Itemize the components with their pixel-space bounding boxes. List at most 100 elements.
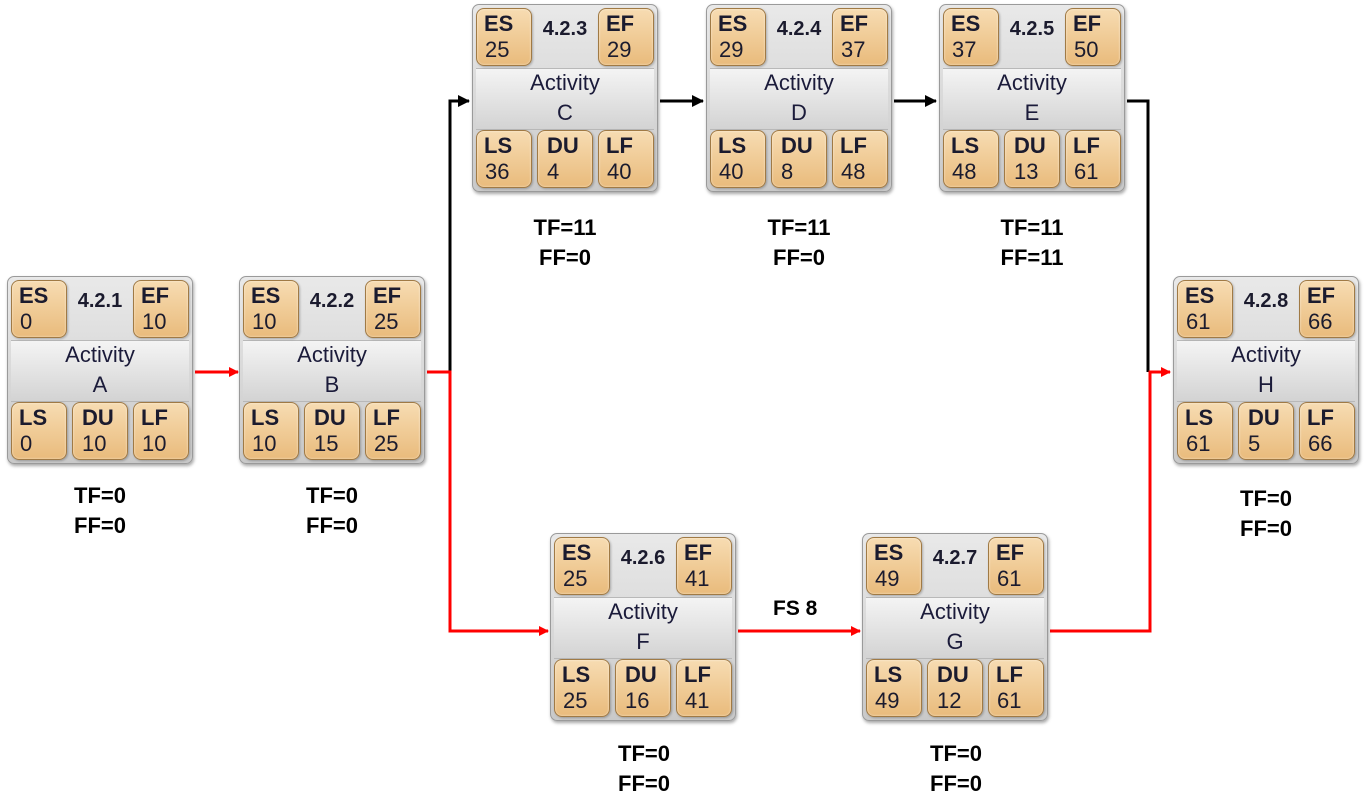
lf-value: 41: [685, 688, 710, 713]
du-label: DU: [1248, 405, 1280, 430]
lf-value: 66: [1308, 431, 1333, 456]
activity-name: Activity H: [1173, 340, 1359, 400]
lf-label: LF: [840, 133, 867, 158]
es-value: 61: [1186, 309, 1211, 334]
activity-id: 4.2.8: [1243, 290, 1289, 312]
ef-label: EF: [684, 540, 713, 565]
activity-name-line2: H: [1258, 372, 1274, 397]
du-value: 5: [1248, 431, 1261, 456]
ef-label: EF: [373, 283, 402, 308]
activity-id: 4.2.3: [542, 18, 588, 40]
activity-name-line2: G: [946, 629, 964, 654]
float-info-e: TF=11 FF=11: [972, 213, 1092, 273]
du-value: 16: [625, 688, 650, 713]
lf-label: LF: [1073, 133, 1100, 158]
ls-label: LS: [874, 662, 903, 687]
node-name-band: [243, 340, 421, 402]
du-value: 15: [314, 431, 339, 456]
activity-name-line1: Activity: [65, 342, 135, 367]
du-value: 10: [82, 431, 107, 456]
float-info-a: TF=0 FF=0: [40, 481, 160, 541]
node-name-band: [866, 597, 1044, 659]
es-value: 29: [719, 37, 744, 62]
es-value: 0: [20, 309, 33, 334]
activity-name-line2: E: [1024, 100, 1040, 125]
float-info-f: TF=0 FF=0: [584, 739, 704, 799]
es-label: ES: [951, 11, 981, 36]
activity-node-a: ES 0 4.2.1 EF 10 Activity A LS 0 DU 10 LF 10: [7, 276, 193, 464]
ef-cell: EF 29: [598, 8, 654, 66]
ls-cell: LS 10: [243, 402, 299, 460]
es-label: ES: [1185, 283, 1215, 308]
du-cell: DU 13: [1004, 130, 1060, 188]
dependency-b-c: [427, 95, 470, 374]
es-cell: ES 61: [1177, 280, 1233, 338]
ls-label: LS: [19, 405, 48, 430]
node-name-band: [554, 597, 732, 659]
total-float: TF=11: [1000, 215, 1064, 240]
es-value: 10: [252, 309, 277, 334]
es-label: ES: [874, 540, 904, 565]
du-cell: DU 10: [72, 402, 128, 460]
ls-cell: LS 25: [554, 659, 610, 717]
ef-cell: EF 41: [676, 537, 732, 595]
activity-name: Activity F: [550, 597, 736, 657]
es-cell: ES 49: [866, 537, 922, 595]
lf-label: LF: [141, 405, 168, 430]
du-label: DU: [937, 662, 969, 687]
lf-label: LF: [373, 405, 400, 430]
total-float: TF=11: [533, 215, 597, 240]
es-value: 25: [485, 37, 510, 62]
node-name-band: [11, 340, 189, 402]
ef-label: EF: [606, 11, 635, 36]
ef-value: 10: [142, 309, 167, 334]
ls-label: LS: [718, 133, 747, 158]
lf-label: LF: [996, 662, 1023, 687]
total-float: TF=11: [767, 215, 831, 240]
ls-cell: LS 0: [11, 402, 67, 460]
lf-value: 25: [374, 431, 399, 456]
lf-cell: LF 61: [988, 659, 1044, 717]
lf-value: 48: [841, 159, 866, 184]
ef-label: EF: [141, 283, 170, 308]
ef-cell: EF 25: [365, 280, 421, 338]
lf-label: LF: [684, 662, 711, 687]
activity-node-d: ES 29 4.2.4 EF 37 Activity D LS 40 DU 8 LF 48: [706, 4, 892, 192]
activity-name: Activity B: [239, 340, 425, 400]
es-value: 37: [952, 37, 977, 62]
es-value: 25: [563, 566, 588, 591]
activity-name-line2: C: [557, 100, 573, 125]
ef-value: 29: [607, 37, 632, 62]
activity-id: 4.2.6: [620, 547, 666, 569]
lf-value: 40: [607, 159, 632, 184]
free-float: FF=0: [618, 771, 670, 796]
lf-cell: LF 10: [133, 402, 189, 460]
free-float: FF=0: [74, 513, 126, 538]
es-cell: ES 25: [476, 8, 532, 66]
ls-cell: LS 61: [1177, 402, 1233, 460]
node-name-band: [710, 68, 888, 130]
ef-value: 66: [1308, 309, 1333, 334]
activity-id: 4.2.2: [309, 290, 355, 312]
float-info-c: TF=11 FF=0: [505, 213, 625, 273]
lf-value: 61: [1074, 159, 1099, 184]
lf-value: 61: [997, 688, 1022, 713]
free-float: FF=0: [773, 245, 825, 270]
es-cell: ES 0: [11, 280, 67, 338]
lf-cell: LF 66: [1299, 402, 1355, 460]
du-value: 13: [1014, 159, 1039, 184]
activity-id: 4.2.4: [776, 18, 822, 40]
lf-value: 10: [142, 431, 167, 456]
activity-node-c: ES 25 4.2.3 EF 29 Activity C LS 36 DU 4 LF 40: [472, 4, 658, 192]
ef-label: EF: [1307, 283, 1336, 308]
du-label: DU: [82, 405, 114, 430]
du-label: DU: [1014, 133, 1046, 158]
activity-name: Activity G: [862, 597, 1048, 657]
activity-id: 4.2.5: [1009, 18, 1055, 40]
ls-label: LS: [251, 405, 280, 430]
ef-label: EF: [1073, 11, 1102, 36]
activity-name: Activity D: [706, 68, 892, 128]
ef-cell: EF 61: [988, 537, 1044, 595]
ls-cell: LS 49: [866, 659, 922, 717]
ls-cell: LS 36: [476, 130, 532, 188]
